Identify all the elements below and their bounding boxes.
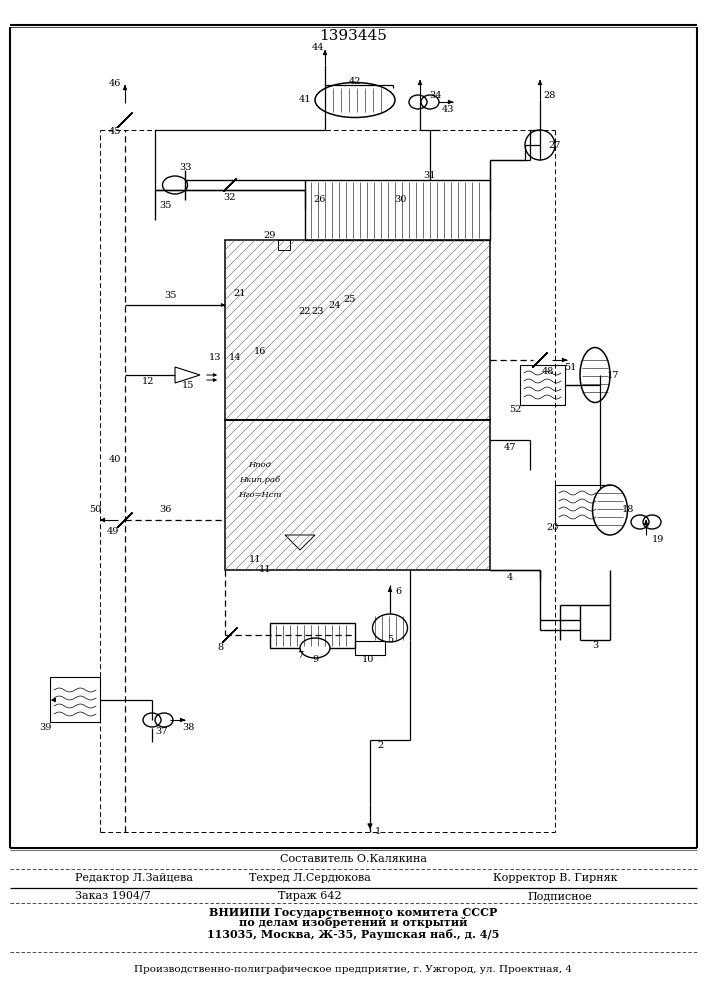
Text: 30: 30: [394, 196, 407, 205]
Text: 39: 39: [39, 724, 51, 732]
Text: 1: 1: [375, 828, 381, 836]
Text: 31: 31: [423, 170, 436, 180]
Text: 14: 14: [229, 353, 241, 361]
Text: Производственно-полиграфическое предприятие, г. Ужгород, ул. Проектная, 4: Производственно-полиграфическое предприя…: [134, 964, 572, 974]
Bar: [355, 641, 385, 655]
Ellipse shape: [580, 348, 610, 402]
Text: 17: 17: [607, 370, 619, 379]
Bar: [50, 677, 100, 722]
Text: 23: 23: [312, 308, 325, 316]
Text: 40: 40: [109, 456, 121, 464]
Text: 1393445: 1393445: [319, 29, 387, 43]
Text: Корректор В. Гирняк: Корректор В. Гирняк: [493, 873, 617, 883]
Text: 29: 29: [264, 231, 276, 239]
Bar: [225, 240, 490, 420]
Text: Тираж 642: Тираж 642: [278, 891, 341, 901]
Text: 19: 19: [652, 536, 664, 544]
Text: 13: 13: [209, 353, 221, 361]
Text: 9: 9: [312, 656, 318, 664]
Text: 7: 7: [297, 650, 303, 660]
Text: 20: 20: [547, 524, 559, 532]
Text: 8: 8: [217, 643, 223, 652]
Text: 16: 16: [254, 348, 267, 357]
Bar: [555, 485, 600, 525]
Text: 49: 49: [107, 528, 119, 536]
Ellipse shape: [592, 485, 628, 535]
Text: 6: 6: [395, 587, 401, 596]
Text: Подписное: Подписное: [527, 891, 592, 901]
Text: 2: 2: [377, 740, 383, 750]
Text: 26: 26: [314, 196, 326, 205]
Text: 18: 18: [622, 506, 634, 514]
Bar: [278, 240, 290, 250]
Text: 21: 21: [234, 288, 246, 298]
Bar: [225, 420, 490, 570]
Text: 37: 37: [156, 728, 168, 736]
Bar: [225, 420, 490, 570]
Text: 46: 46: [109, 79, 121, 88]
Text: 34: 34: [428, 91, 441, 100]
Text: 43: 43: [442, 105, 455, 114]
Text: Техред Л.Сердюкова: Техред Л.Сердюкова: [249, 873, 371, 883]
Text: 32: 32: [223, 192, 236, 202]
Text: Составитель О.Калякина: Составитель О.Калякина: [279, 854, 426, 864]
Text: 33: 33: [179, 163, 192, 172]
Text: 28: 28: [544, 91, 556, 100]
Text: Нпод: Нпод: [249, 461, 271, 469]
Text: 45: 45: [109, 127, 121, 136]
Text: 15: 15: [182, 380, 194, 389]
Text: 47: 47: [504, 444, 516, 452]
Text: 52: 52: [509, 406, 521, 414]
Text: 10: 10: [362, 656, 374, 664]
Text: 24: 24: [329, 300, 341, 310]
Text: 48: 48: [542, 367, 554, 376]
Text: 11: 11: [259, 566, 271, 574]
Polygon shape: [175, 367, 200, 383]
Text: 38: 38: [182, 724, 194, 732]
Text: 41: 41: [299, 96, 311, 104]
Text: 42: 42: [349, 78, 361, 87]
Text: 35: 35: [159, 200, 171, 210]
Text: по делам изобретений и открытий: по делам изобретений и открытий: [239, 918, 467, 928]
Ellipse shape: [300, 638, 330, 658]
Text: 4: 4: [507, 574, 513, 582]
Text: 25: 25: [344, 296, 356, 304]
Bar: [270, 623, 355, 648]
Text: 5: 5: [387, 636, 393, 645]
Text: 11: 11: [249, 556, 262, 564]
Bar: [225, 240, 490, 420]
Text: Нкип.раб: Нкип.раб: [240, 476, 281, 484]
Text: Нго=Нст: Нго=Нст: [238, 491, 282, 499]
Text: 51: 51: [563, 363, 576, 372]
Text: 50: 50: [89, 506, 101, 514]
Text: ВНИИПИ Государственного комитета СССР: ВНИИПИ Государственного комитета СССР: [209, 906, 497, 918]
Bar: [305, 180, 490, 240]
Text: 36: 36: [159, 506, 171, 514]
Text: Редактор Л.Зайцева: Редактор Л.Зайцева: [75, 873, 193, 883]
Text: 27: 27: [549, 140, 561, 149]
Text: 113035, Москва, Ж-35, Раушская наб., д. 4/5: 113035, Москва, Ж-35, Раушская наб., д. …: [207, 928, 499, 940]
Bar: [520, 365, 565, 405]
Text: 22: 22: [299, 308, 311, 316]
Text: 3: 3: [592, 641, 598, 650]
Text: 44: 44: [312, 43, 325, 52]
Ellipse shape: [315, 83, 395, 117]
Text: 35: 35: [164, 290, 176, 300]
Text: 12: 12: [141, 377, 154, 386]
Ellipse shape: [373, 614, 407, 642]
Text: Заказ 1904/7: Заказ 1904/7: [75, 891, 151, 901]
